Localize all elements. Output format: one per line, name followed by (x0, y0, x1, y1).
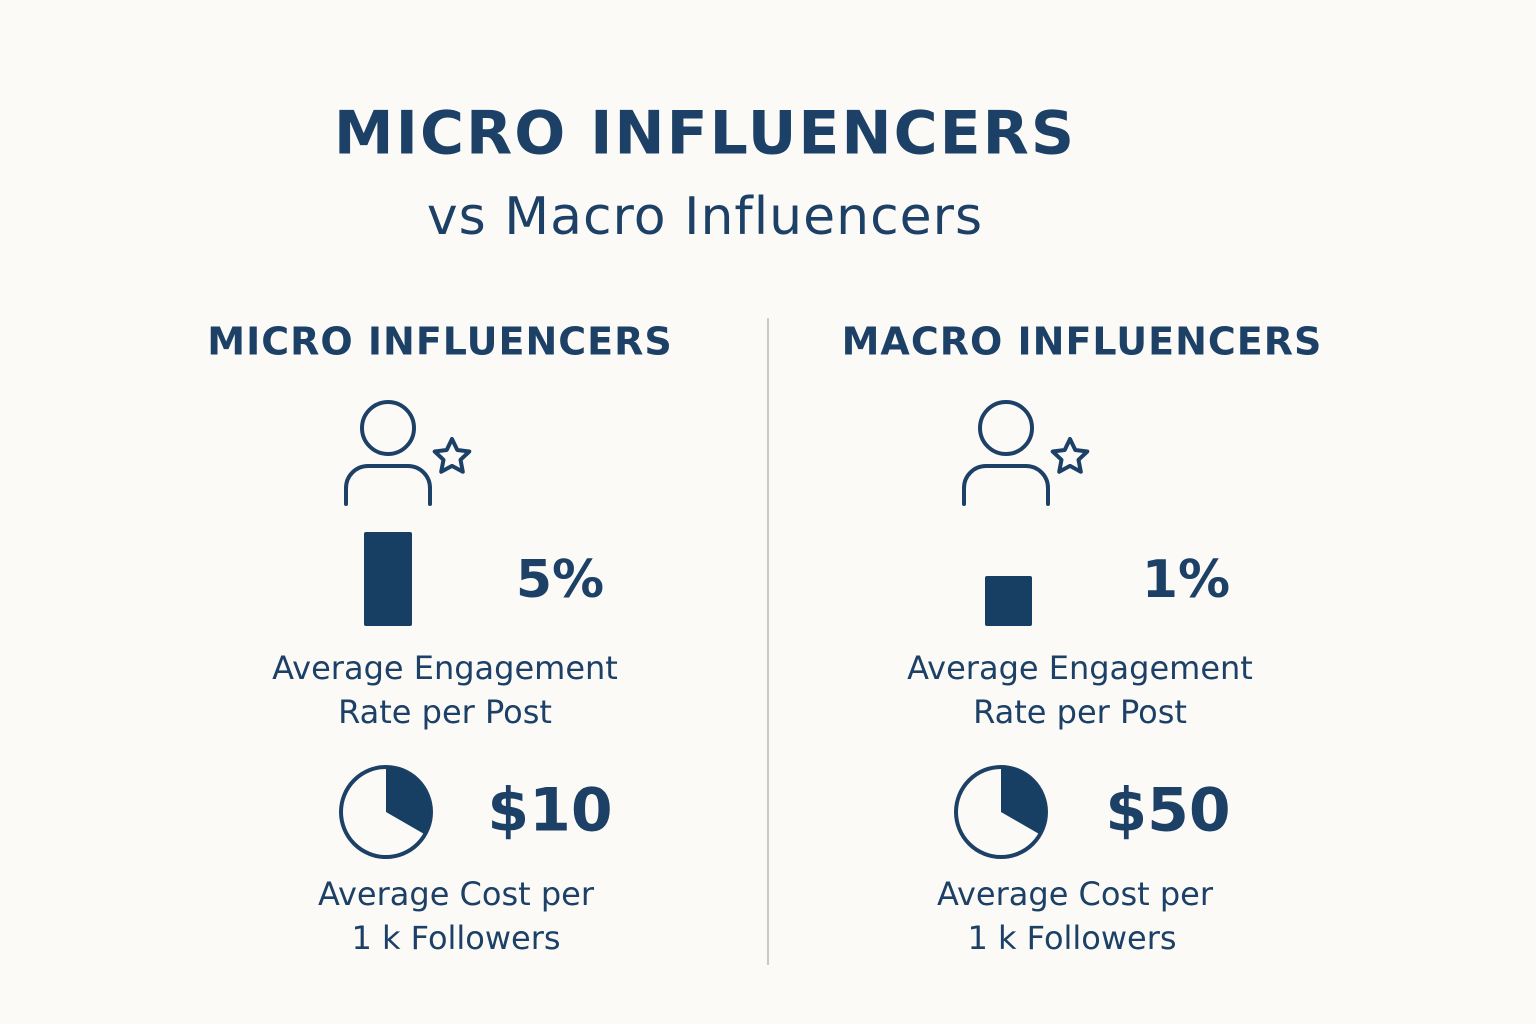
column-heading: MICRO INFLUENCERS (207, 320, 673, 364)
engagement-label: Rate per Post (338, 693, 552, 731)
macro-column: MACRO INFLUENCERS 1% Average Engagement … (842, 320, 1323, 958)
influencer-icon (344, 400, 472, 506)
cost-value: $50 (1105, 776, 1230, 846)
engagement-value: 5% (516, 550, 604, 610)
micro-column: MICRO INFLUENCERS 5% Average Engagement … (207, 320, 673, 958)
cost-label: 1 k Followers (967, 919, 1176, 957)
cost-label: Average Cost per (937, 875, 1214, 913)
cost-label: 1 k Followers (351, 919, 560, 957)
subtitle: vs Macro Influencers (427, 187, 983, 247)
pie-icon (954, 765, 1048, 859)
engagement-value: 1% (1142, 550, 1230, 610)
engagement-label: Average Engagement (907, 649, 1253, 687)
cost-label: Average Cost per (318, 875, 595, 913)
engagement-label: Rate per Post (973, 693, 1187, 731)
bar-icon (985, 576, 1032, 626)
influencer-icon (962, 400, 1090, 506)
engagement-label: Average Engagement (272, 649, 618, 687)
pie-icon (339, 765, 433, 859)
column-heading: MACRO INFLUENCERS (842, 320, 1323, 364)
cost-value: $10 (487, 776, 612, 846)
title: MICRO INFLUENCERS (334, 99, 1076, 169)
bar-icon (364, 532, 412, 626)
